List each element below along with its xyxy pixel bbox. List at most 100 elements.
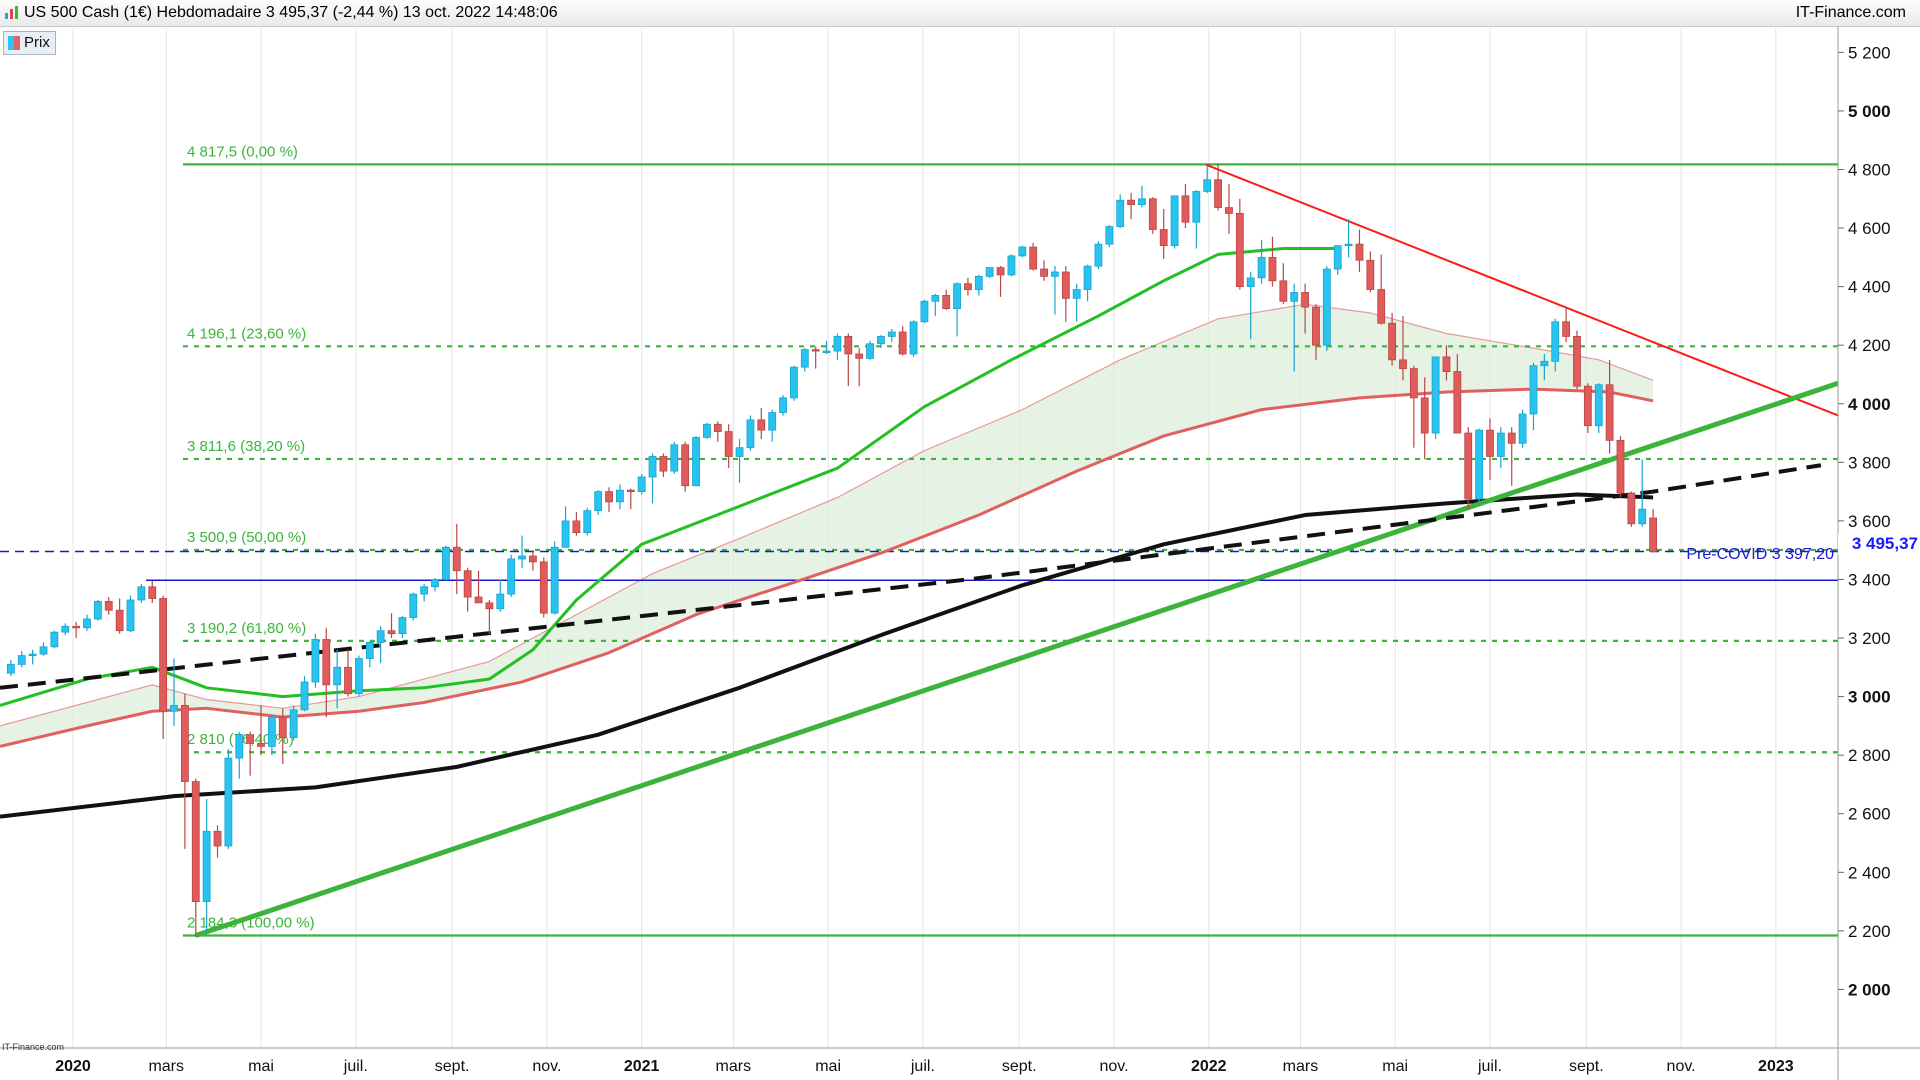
candle [790, 365, 798, 401]
candle-body [703, 423, 711, 438]
y-tick-label: 2 200 [1848, 922, 1891, 941]
candle-body [1638, 508, 1647, 525]
candle-body [213, 830, 222, 847]
candle-body [539, 561, 548, 614]
candle [1051, 266, 1059, 315]
x-tick-label: sept. [1002, 1058, 1037, 1075]
candle-body [692, 437, 700, 487]
candle [170, 658, 178, 726]
candle-body [909, 321, 918, 355]
candle-body [1007, 255, 1016, 276]
candle-body [376, 630, 385, 643]
candle [1040, 260, 1048, 281]
y-tick-label: 5 200 [1848, 43, 1891, 62]
candle [50, 630, 59, 649]
y-tick-label: 2 600 [1848, 805, 1891, 824]
candle [1475, 428, 1484, 507]
candle [1496, 427, 1505, 469]
candle [1170, 195, 1179, 249]
fib-level-label: 3 811,6 (38,20 %) [187, 438, 305, 455]
candle [1290, 283, 1299, 372]
x-tick-label: mars [716, 1058, 752, 1075]
candle [1551, 318, 1560, 372]
candle [887, 329, 896, 343]
y-tick-label: 4 800 [1848, 160, 1891, 179]
candle-body [833, 336, 842, 352]
candle-body [1094, 243, 1103, 267]
candle [518, 535, 526, 568]
y-tick-label: 4 000 [1848, 395, 1891, 414]
x-tick-label: juil. [343, 1058, 368, 1075]
candle [333, 649, 342, 709]
candle [365, 640, 374, 668]
candle [1105, 225, 1114, 248]
candle-body [1518, 413, 1527, 444]
candle [539, 557, 548, 618]
price-chart[interactable]: 4 817,5 (0,00 %) 4 196,1 (23,60 %) 3 811,6… [0, 26, 1920, 1080]
candle-body [485, 602, 494, 610]
candle [1366, 251, 1375, 293]
candle [126, 595, 135, 633]
candle [550, 541, 559, 615]
candle-body [344, 666, 352, 695]
candle [1333, 245, 1342, 275]
candle [1594, 383, 1603, 434]
candle-body [191, 781, 200, 902]
candle-body [365, 642, 374, 659]
candle-body [1627, 492, 1636, 525]
candle [768, 409, 777, 442]
candle-body [931, 295, 940, 302]
candle-body [1573, 336, 1581, 387]
candle [1616, 435, 1625, 498]
candle [104, 597, 113, 615]
candle [866, 340, 874, 360]
y-tick-label: 2 400 [1848, 863, 1891, 882]
y-tick-label: 3 400 [1848, 570, 1891, 589]
candle [148, 580, 157, 603]
candle [278, 708, 287, 764]
candle-body [844, 336, 853, 355]
candle-body [1148, 198, 1157, 230]
candle [289, 705, 298, 741]
candle [1431, 356, 1440, 439]
candle [1159, 209, 1168, 259]
candle-body [452, 546, 461, 572]
candle-body [507, 558, 516, 595]
candle-body [246, 734, 255, 744]
candle-body [1377, 289, 1386, 324]
candle-body [1116, 199, 1125, 227]
watermark: IT-Finance.com [2, 1042, 65, 1052]
candle [17, 651, 26, 668]
candle-body [1649, 517, 1658, 553]
candle-body [1399, 359, 1407, 370]
candle-body [953, 283, 961, 309]
candle-body [1051, 271, 1059, 277]
candle [420, 583, 429, 602]
candle [529, 550, 537, 571]
candle-body [713, 423, 722, 432]
candle-body [594, 491, 603, 512]
candle-body [985, 267, 994, 277]
candle-body [39, 646, 48, 655]
candle-body [1355, 243, 1364, 261]
candlesticks [6, 163, 1658, 937]
candle-body [1562, 321, 1571, 337]
candle-body [159, 598, 168, 712]
legend-prix[interactable]: Prix [3, 31, 56, 55]
candle [246, 731, 255, 776]
fib-level-label: 4 196,1 (23,60 %) [187, 325, 306, 342]
candle-body [180, 704, 189, 782]
candle [28, 649, 37, 665]
x-tick-label: sept. [1569, 1058, 1604, 1075]
candle-body [583, 510, 592, 534]
candle [72, 621, 81, 639]
candle-body [1127, 199, 1135, 206]
candle-body [398, 617, 407, 635]
candle [626, 488, 635, 510]
candle-body [442, 546, 450, 580]
candle-body [1442, 356, 1451, 372]
candle-body [822, 350, 831, 353]
candle-body [1388, 322, 1396, 361]
trendline [1205, 163, 1839, 417]
candle-body [354, 658, 363, 695]
